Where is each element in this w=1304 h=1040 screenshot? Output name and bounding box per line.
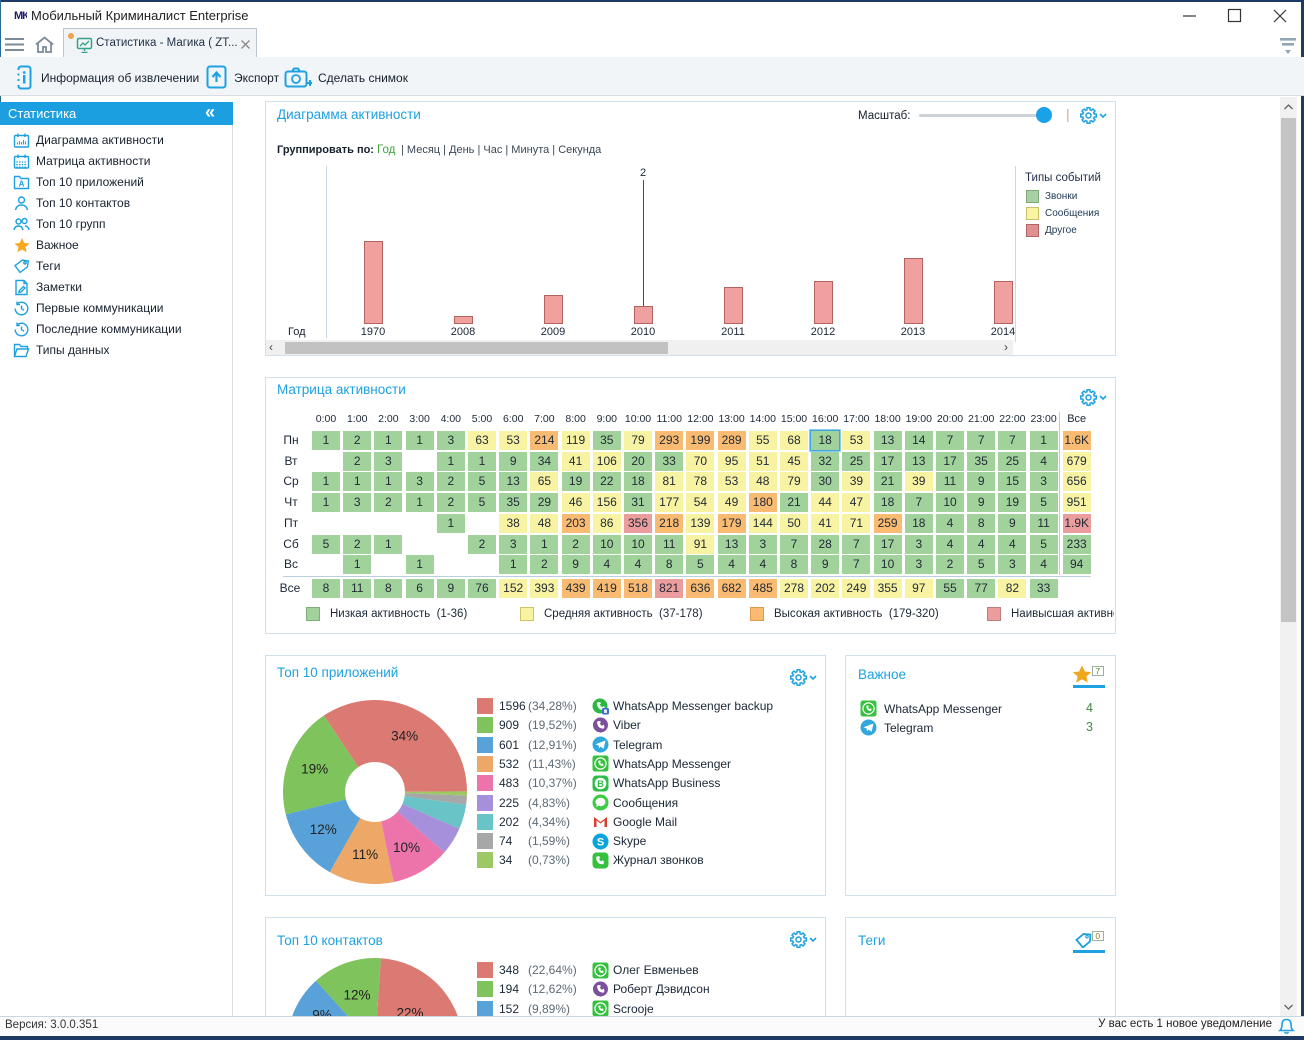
svg-text:9%: 9% <box>312 1008 332 1016</box>
svg-text:12%: 12% <box>310 822 337 837</box>
svg-text:11%: 11% <box>352 847 378 862</box>
svg-text:МК: МК <box>14 10 27 22</box>
svg-text:A: A <box>19 180 25 189</box>
svg-text:10%: 10% <box>393 840 420 855</box>
svg-text:19%: 19% <box>301 761 328 776</box>
svg-text:S: S <box>597 837 604 849</box>
svg-text:22%: 22% <box>396 1006 423 1016</box>
svg-text:B: B <box>597 779 604 790</box>
svg-text:34%: 34% <box>391 729 418 744</box>
svg-text:12%: 12% <box>343 988 370 1003</box>
